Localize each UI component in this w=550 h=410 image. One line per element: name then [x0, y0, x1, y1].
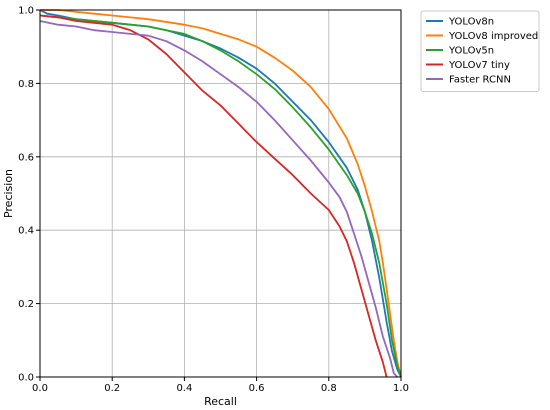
series-line-faster-rcnn: [39, 20, 399, 378]
legend-label: YOLOv8 improved: [448, 31, 538, 42]
x-tick-label: 0.0: [32, 383, 48, 394]
x-tick-label: 0.6: [249, 383, 265, 394]
series-line-yolov7-tiny: [39, 14, 388, 378]
y-axis-label: Precision: [2, 169, 15, 218]
series-line-yolov8-improved: [40, 9, 402, 378]
plot-frame: [39, 9, 402, 378]
y-tick-label: 0.8: [18, 79, 34, 90]
x-axis-label: Recall: [204, 395, 237, 408]
y-tick-label: 1.0: [18, 6, 34, 17]
axis-ticks: 0.0 0.2 0.4 0.6 0.8 1.0 0.0 0.2 0.4 0.6 0.8 1.0: [18, 6, 409, 395]
y-tick-label: 0.0: [18, 373, 34, 384]
x-tick-label: 0.4: [176, 383, 192, 394]
legend-label: Faster RCNN: [449, 75, 511, 86]
legend-label: YOLOv7 tiny: [448, 60, 510, 71]
legend: YOLOv8n YOLOv8 improved YOLOv5n YOLOv7 tiny…: [420, 10, 540, 92]
legend-label: YOLOv5n: [448, 46, 494, 57]
legend-label: YOLOv8n: [448, 17, 494, 28]
series-line-yolov5n: [39, 14, 402, 378]
legend-box: [420, 10, 540, 92]
series-lines: [39, 9, 402, 378]
x-tick-label: 0.2: [104, 383, 120, 394]
y-tick-label: 0.2: [18, 299, 34, 310]
x-tick-label: 0.8: [321, 383, 337, 394]
y-tick-label: 0.4: [18, 226, 34, 237]
y-tick-label: 0.6: [18, 152, 34, 163]
x-tick-label: 1.0: [393, 383, 409, 394]
